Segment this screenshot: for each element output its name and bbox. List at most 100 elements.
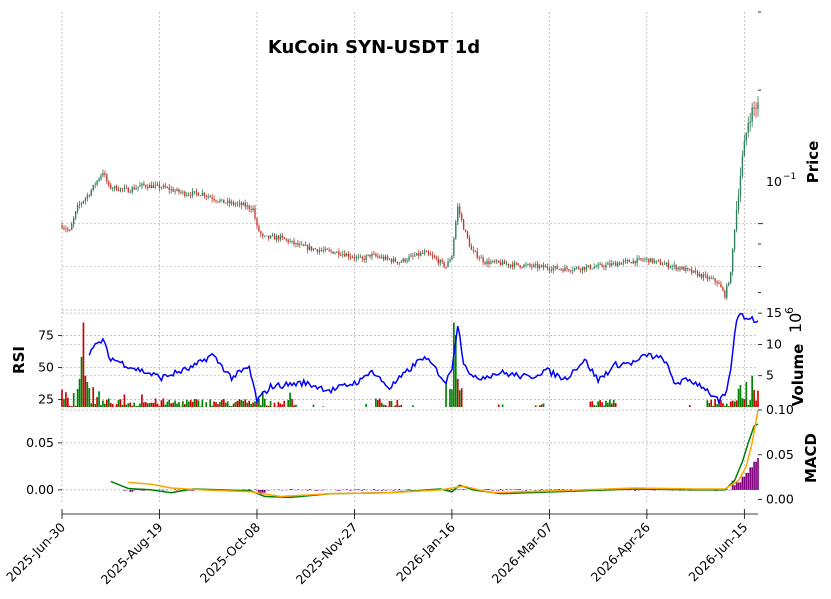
x-tick-label: 2026-Mar-07 [489,520,556,587]
candle-body [622,260,625,263]
candle-body [104,172,106,175]
volume-bar [158,406,161,407]
volume-bar [378,398,381,407]
volume-bar [293,405,295,407]
candle-body [61,225,63,229]
candle-body [755,108,757,110]
volume-bar [281,404,284,407]
candle-body [733,229,736,250]
macd-histogram-bar [129,489,132,492]
volume-bar [166,401,169,407]
candle-body [246,205,248,207]
candle-body [564,267,566,272]
candle-body [609,263,611,266]
volume-bar [589,401,592,407]
candle-body [529,264,531,266]
volume-bar [716,404,718,407]
macd-histogram-bar [345,489,348,490]
macd-axis-label: MACD [802,433,820,483]
candle-body [476,251,478,258]
candle-body [653,260,656,263]
macd-histogram-bar [392,489,395,491]
volume-bar [743,399,746,407]
macd-histogram-bar [308,488,311,490]
candle-body [133,187,135,190]
candle-body [396,261,399,264]
candle-body [638,258,640,260]
macd-histogram-bar [739,482,742,490]
candle-body [613,262,615,264]
rsi-line [88,312,759,406]
volume-bar [610,403,613,407]
volume-bar [234,401,237,407]
candle-body [482,257,484,263]
axes: 2025-Jun-30 2025-Aug-19 2025-Oct-08 2025-No… [3,11,794,587]
candle-body [322,250,324,251]
volume-bar [224,402,227,407]
macd-histogram-bar [261,489,264,493]
macd-right-tick-label: 0.10 [766,402,794,417]
macd-histogram-bar [501,489,504,491]
macd-histogram-bar [373,488,375,490]
candle-body [281,235,283,238]
candle-body [349,256,352,258]
candle-body [544,266,547,268]
volume-bar [394,405,397,407]
candle-body [583,267,586,270]
candle-body [230,201,233,204]
candle-body [435,257,438,259]
candle-body [459,206,461,214]
candle-body [143,183,145,186]
chart-title: KuCoin SYN-USDT 1d [268,37,480,58]
candle-body [462,219,465,230]
candle-body [601,264,603,267]
volume-bar [80,356,83,407]
volume-bar [753,389,755,407]
volume-axis-label: Volume [789,344,807,407]
volume-bar [117,400,120,407]
candle-body [535,264,537,266]
volume-bar [182,401,184,407]
candle-body [519,265,521,268]
candle-body [152,185,155,189]
candle-body [671,266,673,267]
candle-body [402,258,404,262]
candle-body [702,274,705,278]
candle-body [503,261,506,264]
volume-bar [146,403,149,407]
candle-body [154,184,157,186]
candle-body [113,186,116,189]
volume-bar [61,389,63,407]
candle-body [400,261,402,263]
volume-bar [710,399,713,407]
candle-body [735,209,738,230]
candle-body [271,235,274,237]
candle-body [447,261,449,268]
candle-body [106,174,108,182]
volume-bar [115,403,118,407]
macd-histogram-bar [492,489,494,491]
candle-body [299,244,301,246]
rsi-tick-label: 50 [38,359,54,374]
rsi-tick-label: 75 [38,328,54,343]
volume-bar [751,375,753,407]
volume-bar [148,403,151,407]
candle-body [517,263,519,266]
candle-body [464,229,467,232]
volume-bar [168,399,171,407]
candle-body [718,283,720,285]
candle-body [275,236,278,240]
candle-body [297,242,299,246]
candle-body [484,262,486,264]
candle-body [306,245,309,250]
candle-body [509,264,512,266]
candle-body [191,191,194,196]
candle-body [357,256,360,258]
x-tick-label: 2026-Apr-26 [588,519,653,584]
candle-body [283,237,285,239]
candle-body [691,269,693,273]
volume-bar [755,400,757,407]
candle-body [418,252,420,256]
candle-body [73,218,75,225]
volume-tick-label: 15 [766,305,782,320]
